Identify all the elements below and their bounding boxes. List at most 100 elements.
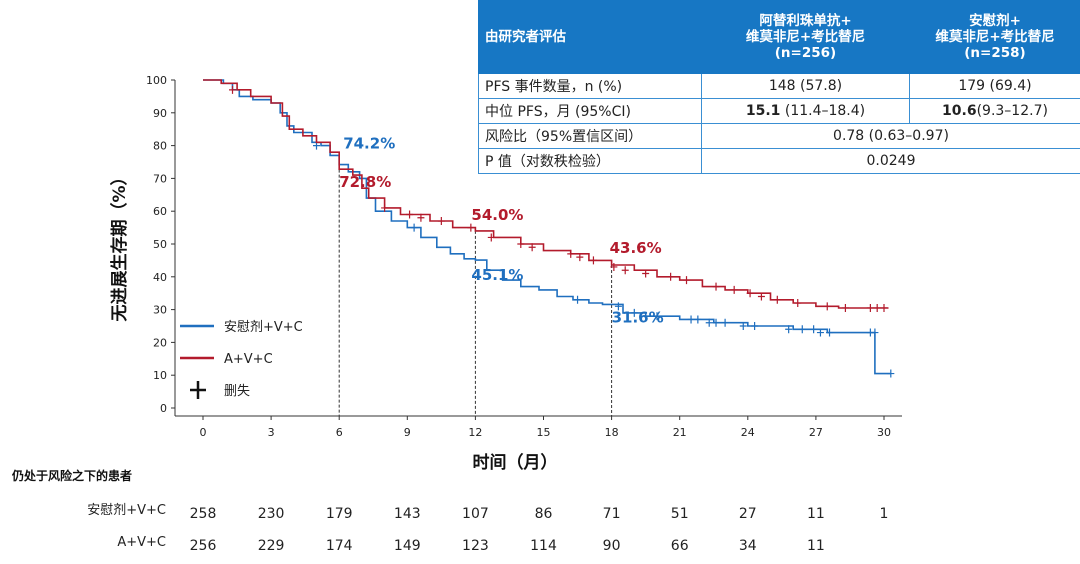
risk-count: 1 <box>880 506 889 522</box>
censor-mark-placebo <box>687 315 695 324</box>
censor-mark-placebo <box>721 318 729 327</box>
censor-mark-placebo <box>705 318 713 327</box>
legend-label: 安慰剂+V+C <box>224 320 303 335</box>
x-tick-label: 12 <box>468 426 482 439</box>
y-tick-label: 40 <box>153 271 167 284</box>
censor-mark-atezo <box>589 256 597 265</box>
censor-mark-atezo <box>841 303 849 312</box>
risk-count: 90 <box>603 538 621 554</box>
censor-mark-atezo <box>730 285 738 294</box>
annotation-label: 74.2% <box>343 135 395 153</box>
risk-table-title: 仍处于风险之下的患者 <box>11 468 132 483</box>
legend-label: 删失 <box>224 384 250 399</box>
risk-count: 230 <box>258 506 285 522</box>
y-tick-label: 30 <box>153 304 167 317</box>
x-tick-label: 0 <box>200 426 207 439</box>
risk-row-label: 安慰剂+V+C <box>87 503 166 518</box>
x-tick-label: 30 <box>877 426 891 439</box>
row-label: 风险比（95%置信区间） <box>478 123 702 149</box>
censor-mark-placebo <box>614 302 622 311</box>
y-tick-label: 100 <box>146 74 167 87</box>
censor-mark-placebo <box>574 295 582 304</box>
censor-mark-placebo <box>871 328 879 337</box>
risk-count: 66 <box>671 538 689 554</box>
x-tick-label: 27 <box>809 426 823 439</box>
censor-mark-atezo <box>417 213 425 222</box>
risk-count: 34 <box>739 538 757 554</box>
cell-placebo: 179 (69.4) <box>909 73 1080 99</box>
table-header-atezo-line2: 维莫非尼+考比替尼 <box>745 29 866 45</box>
censor-mark-atezo <box>610 262 618 271</box>
median-placebo: 10.6 <box>942 103 977 119</box>
censor-mark-placebo <box>816 328 824 337</box>
x-tick-label: 15 <box>537 426 551 439</box>
table-header-placebo-line2: 维莫非尼+考比替尼 <box>935 29 1055 45</box>
ci-atezo: (11.4–18.4) <box>780 103 866 119</box>
censor-mark-atezo <box>746 289 754 298</box>
censor-mark-atezo <box>406 210 414 219</box>
cell-p-value: 0.0249 <box>701 148 1080 174</box>
x-tick-label: 3 <box>268 426 275 439</box>
ci-placebo: (9.3–12.7) <box>976 103 1048 119</box>
y-tick-label: 50 <box>153 238 167 251</box>
risk-count: 11 <box>807 538 825 554</box>
x-tick-label: 6 <box>336 426 343 439</box>
censor-mark-atezo <box>683 276 691 285</box>
risk-count: 179 <box>326 506 353 522</box>
censor-mark-atezo <box>576 253 584 262</box>
risk-count: 229 <box>258 538 285 554</box>
censor-mark-placebo <box>653 312 661 321</box>
annotation-label: 31.6% <box>612 308 664 326</box>
y-axis-label: 无进展生存期（%） <box>109 168 130 322</box>
risk-count: 107 <box>462 506 489 522</box>
row-label: P 值（对数秩检验） <box>478 148 702 174</box>
risk-count: 114 <box>530 538 557 554</box>
censor-mark-atezo <box>873 303 881 312</box>
x-tick-label: 24 <box>741 426 755 439</box>
risk-count: 258 <box>190 506 217 522</box>
censor-mark-placebo <box>826 328 834 337</box>
x-tick-label: 9 <box>404 426 411 439</box>
y-tick-label: 20 <box>153 336 167 349</box>
censor-mark-atezo <box>487 233 495 242</box>
table-header-placebo-line3: (n=258) <box>964 45 1026 61</box>
censor-mark-atezo <box>437 217 445 226</box>
risk-count: 11 <box>807 506 825 522</box>
risk-count: 27 <box>739 506 757 522</box>
table-header-placebo: 安慰剂+ 维莫非尼+考比替尼 (n=258) <box>909 0 1080 74</box>
censor-mark-placebo <box>785 325 793 334</box>
risk-count: 123 <box>462 538 489 554</box>
censor-mark-atezo <box>667 272 675 281</box>
risk-count: 174 <box>326 538 353 554</box>
table-row: PFS 事件数量，n (%) 148 (57.8) 179 (69.4) <box>478 73 1080 99</box>
cell-hazard-ratio: 0.78 (0.63–0.97) <box>701 123 1080 149</box>
censor-mark-placebo <box>739 322 747 330</box>
table-row: P 值（对数秩检验） 0.0249 <box>478 148 1080 174</box>
censor-mark-atezo <box>642 269 650 278</box>
censor-mark-atezo <box>880 303 888 312</box>
table-header-atezo-line1: 阿替利珠单抗+ <box>759 13 852 29</box>
y-tick-label: 90 <box>153 107 167 120</box>
censor-mark-placebo <box>810 325 818 334</box>
risk-count: 86 <box>535 506 553 522</box>
censor-mark-atezo <box>712 282 720 291</box>
x-tick-label: 21 <box>673 426 687 439</box>
censor-mark-placebo <box>712 318 720 327</box>
legend-label: A+V+C <box>224 352 273 367</box>
table-header-atezo: 阿替利珠单抗+ 维莫非尼+考比替尼 (n=256) <box>701 0 910 74</box>
y-tick-label: 70 <box>153 172 167 185</box>
censor-mark-placebo <box>751 322 759 330</box>
risk-count: 143 <box>394 506 421 522</box>
risk-count: 51 <box>671 506 689 522</box>
annotation-label: 72.8% <box>339 173 391 191</box>
censor-mark-placebo <box>630 308 638 317</box>
censor-mark-atezo <box>823 302 831 311</box>
censor-mark-atezo <box>773 295 781 304</box>
y-tick-label: 10 <box>153 369 167 382</box>
censor-mark-atezo <box>621 266 629 275</box>
cell-atezo: 15.1 (11.4–18.4) <box>701 98 910 124</box>
censor-mark-atezo <box>381 203 389 212</box>
censor-mark-atezo <box>517 240 525 248</box>
censor-mark-placebo <box>694 315 702 324</box>
censor-mark-atezo <box>794 299 802 308</box>
